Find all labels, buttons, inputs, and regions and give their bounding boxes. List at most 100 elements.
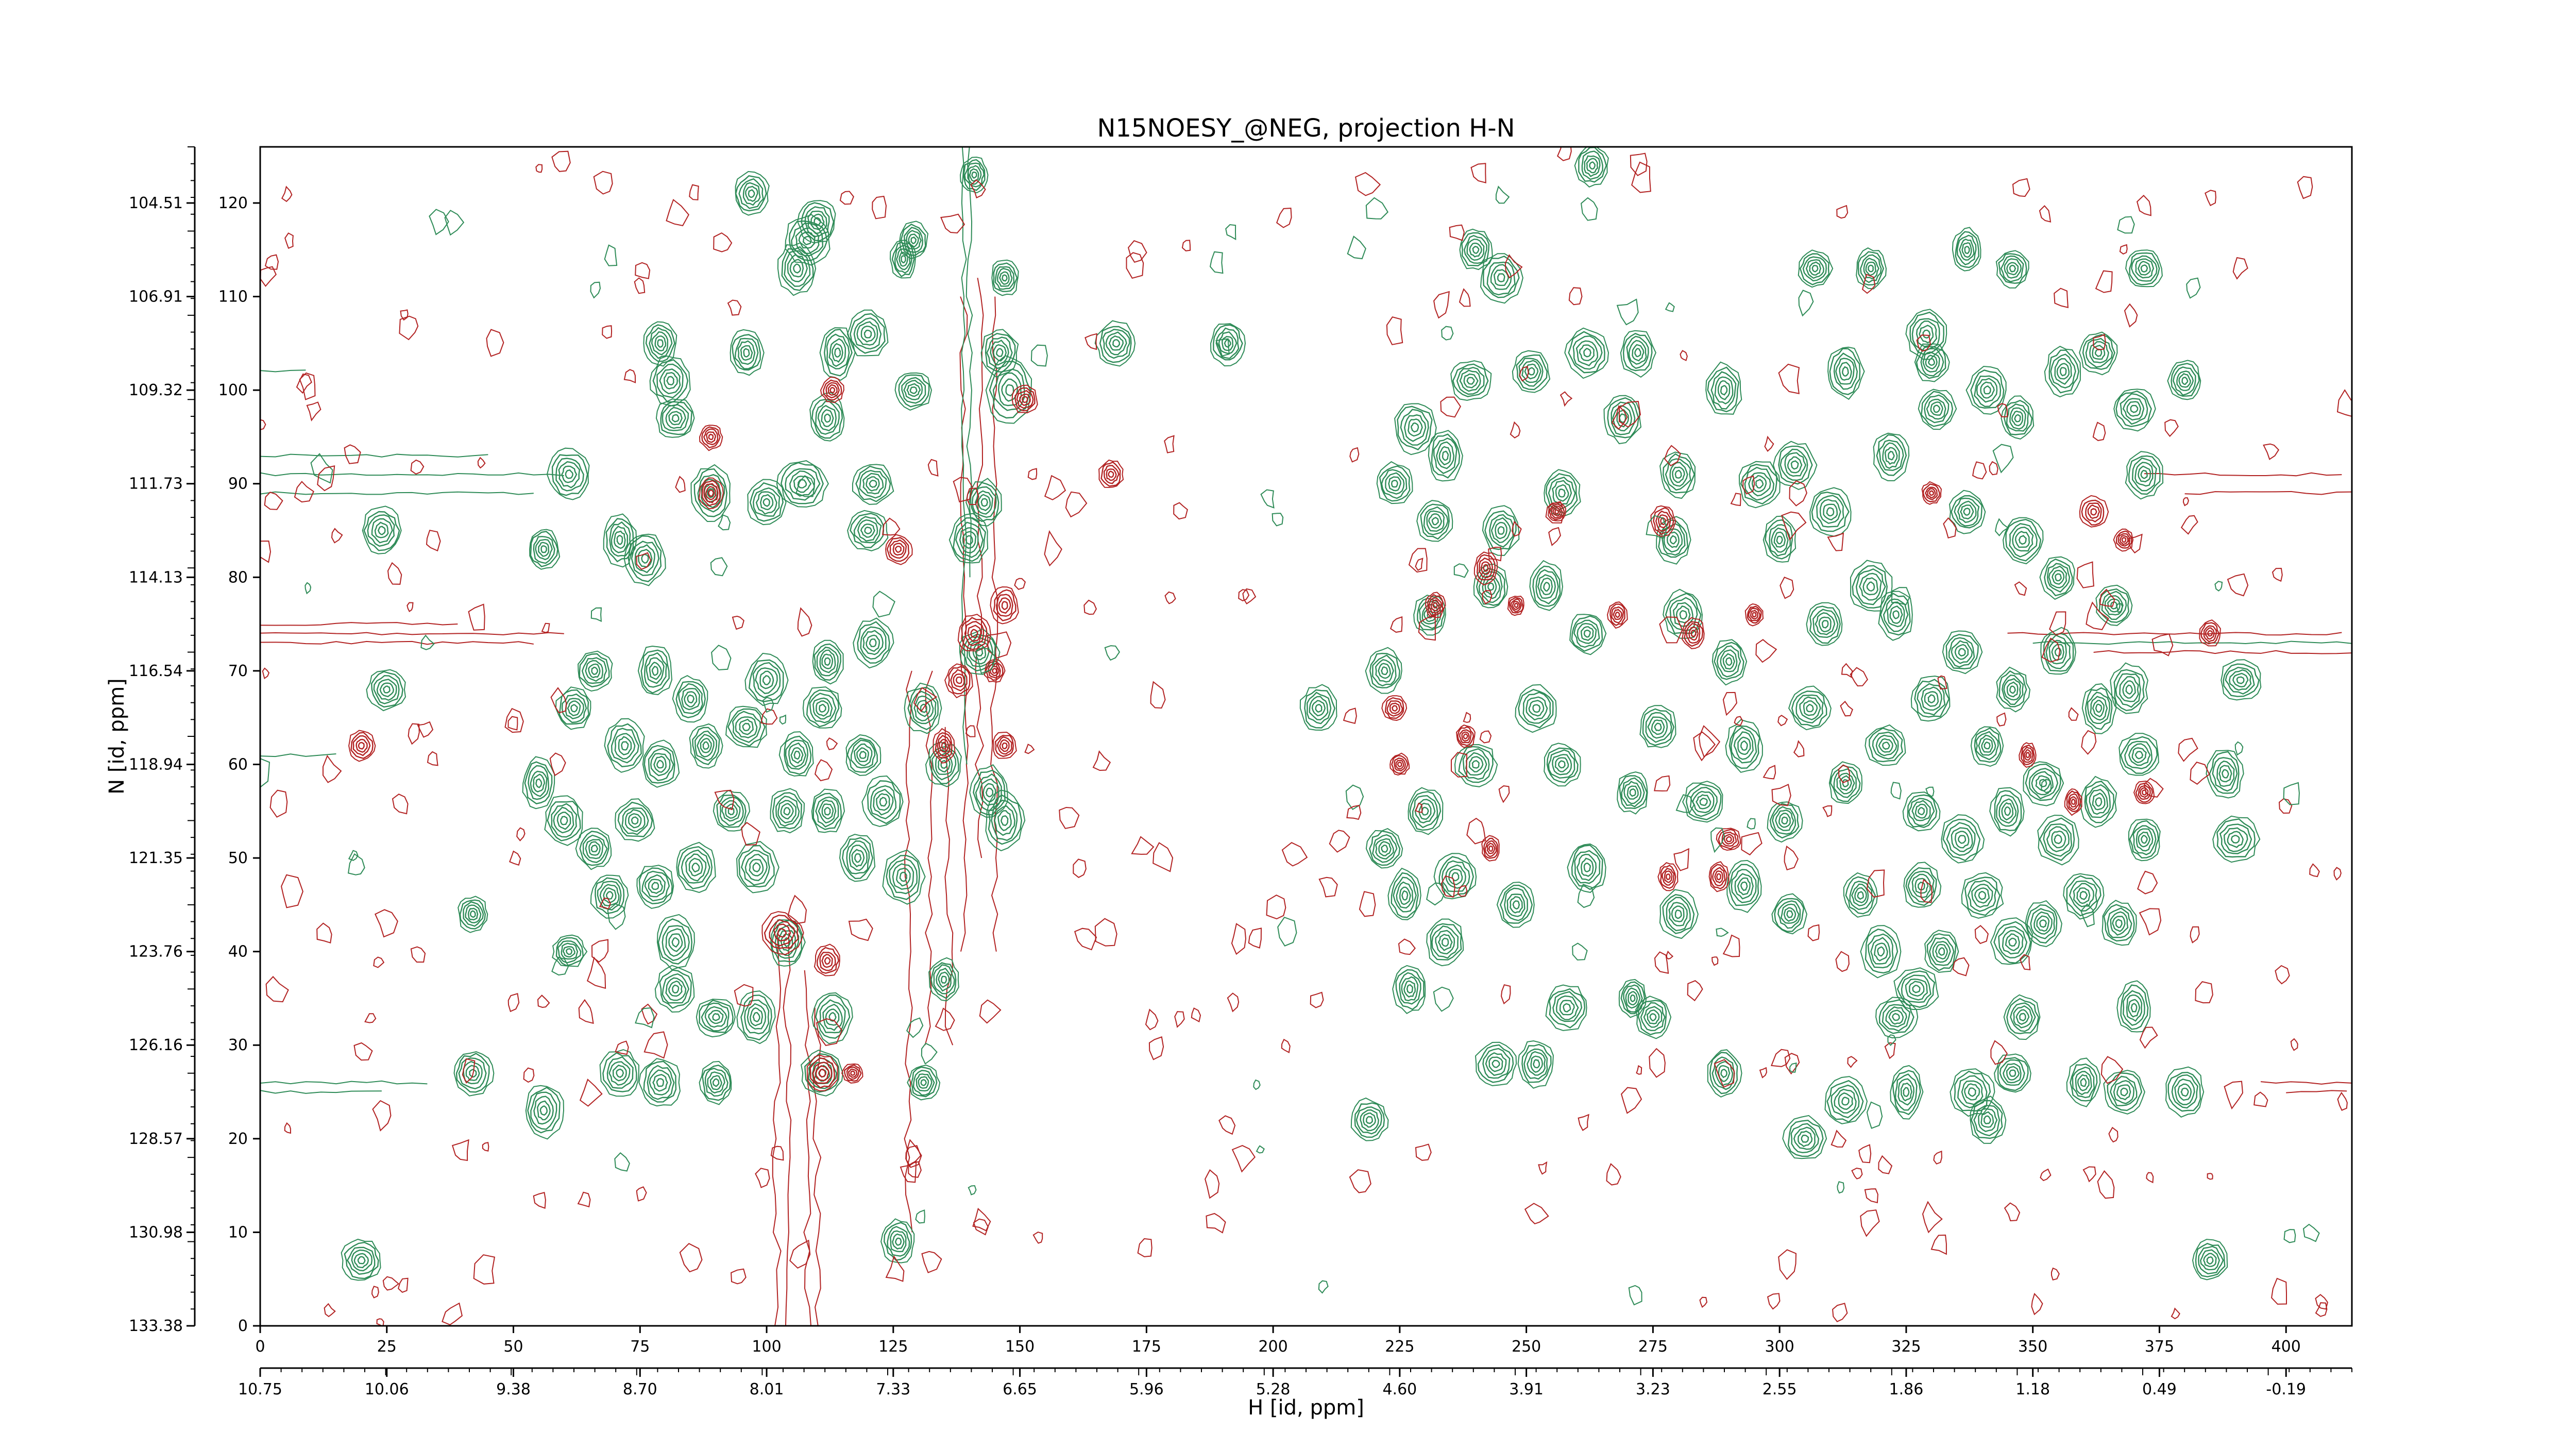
positive-contour <box>1552 480 1572 507</box>
positive-contour <box>916 1073 933 1092</box>
noise-contour <box>331 528 343 544</box>
positive-contour <box>535 778 543 788</box>
noise-contour <box>1714 1059 1735 1088</box>
positive-contour <box>1396 881 1414 909</box>
positive-contour <box>1907 870 1935 903</box>
positive-contour <box>778 731 814 777</box>
positive-contour <box>821 653 834 669</box>
noise-contour <box>1698 725 1721 757</box>
positive-contour <box>524 761 553 804</box>
positive-contour <box>1530 1055 1544 1073</box>
positive-contour <box>1833 768 1857 798</box>
positive-contour <box>810 213 825 230</box>
positive-contour <box>605 891 614 900</box>
noise-contour <box>486 329 504 357</box>
noise-contour <box>1866 869 1885 898</box>
positive-contour <box>1388 476 1401 492</box>
positive-contour <box>857 519 878 542</box>
noise-contour <box>1742 475 1755 495</box>
noise-contour <box>2041 637 2061 663</box>
positive-contour <box>2044 346 2081 398</box>
noise-contour <box>324 1303 336 1318</box>
positive-contour <box>651 665 659 676</box>
noise-contour <box>1654 775 1671 791</box>
negative-contour <box>1457 726 1475 746</box>
positive-contour <box>755 667 778 694</box>
positive-contour <box>1872 731 1899 760</box>
negative-contour <box>2199 619 2221 647</box>
positive-contour <box>752 487 781 517</box>
noise-contour <box>591 939 609 963</box>
noise-contour <box>1148 1036 1164 1060</box>
positive-contour <box>1401 890 1409 901</box>
positive-contour <box>1635 996 1672 1039</box>
positive-contour <box>533 1096 554 1125</box>
negative-contour <box>708 433 714 441</box>
positive-contour <box>1001 815 1009 827</box>
positive-contour <box>1504 887 1529 921</box>
positive-contour <box>1495 521 1507 540</box>
positive-contour <box>887 1226 910 1257</box>
positive-contour <box>1002 274 1008 282</box>
positive-contour <box>370 671 403 708</box>
positive-contour <box>697 474 725 513</box>
positive-contour <box>896 867 911 887</box>
positive-contour <box>2130 405 2139 413</box>
positive-contour <box>2039 919 2047 928</box>
positive-contour <box>736 990 776 1044</box>
positive-contour <box>2171 363 2200 397</box>
positive-contour <box>1408 787 1444 835</box>
noise-contour <box>1014 578 1026 590</box>
positive-contour <box>1786 910 1793 918</box>
noise-contour <box>2164 419 2179 437</box>
x-tick-label: 75 <box>630 1338 650 1356</box>
positive-contour <box>1823 503 1838 520</box>
positive-contour <box>1612 405 1632 432</box>
positive-contour <box>1778 445 1813 485</box>
noise-contour <box>1847 1056 1858 1068</box>
noise-contour <box>1104 645 1121 661</box>
noise-contour <box>1789 1062 1797 1073</box>
positive-contour <box>1529 560 1564 611</box>
positive-contour <box>913 695 934 722</box>
positive-contour <box>1911 318 1940 351</box>
positive-contour <box>1671 905 1685 922</box>
noise-contour <box>1470 163 1486 183</box>
positive-contour <box>2219 823 2252 854</box>
positive-contour <box>555 937 584 967</box>
negative-contour <box>1021 396 1028 403</box>
positive-contour <box>651 881 659 890</box>
positive-contour <box>2092 700 2105 718</box>
positive-contour <box>1875 997 1919 1039</box>
negative-contour <box>699 425 723 451</box>
positive-contour <box>1669 462 1688 487</box>
positive-contour <box>1589 161 1596 170</box>
negative-contour <box>1748 608 1761 621</box>
positive-contour <box>2009 523 2038 558</box>
positive-contour <box>1910 676 1951 722</box>
positive-contour <box>1865 929 1899 974</box>
negative-contour <box>2019 742 2037 768</box>
positive-contour <box>2122 398 2145 421</box>
positive-contour <box>1774 898 1805 932</box>
negative-contour <box>1551 505 1563 519</box>
positive-contour <box>1998 798 2017 824</box>
noise-contour <box>590 281 601 299</box>
contour-streak <box>260 1080 428 1085</box>
positive-contour <box>1921 391 1954 427</box>
noise-contour <box>1408 548 1428 573</box>
negative-contour <box>1014 387 1036 412</box>
negative-contour <box>999 739 1010 752</box>
positive-contour <box>789 259 804 278</box>
positive-contour <box>1903 1087 1910 1098</box>
noise-contour <box>599 897 611 910</box>
positive-contour <box>1834 1088 1857 1114</box>
positive-contour <box>570 704 578 713</box>
positive-contour <box>2132 825 2157 855</box>
positive-contour <box>977 494 991 511</box>
positive-contour <box>819 327 856 381</box>
positive-contour <box>2126 994 2143 1022</box>
positive-contour <box>1767 801 1803 843</box>
positive-contour <box>702 1065 731 1101</box>
positive-contour <box>2003 1063 2022 1084</box>
